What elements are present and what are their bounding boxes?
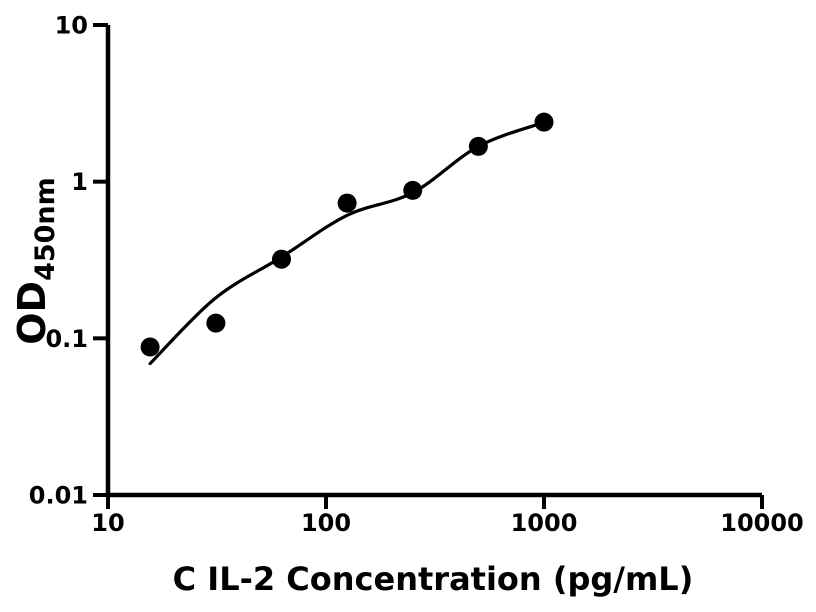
y-axis-title: OD450nm — [10, 177, 61, 345]
x-tick-label: 10 — [91, 509, 124, 537]
data-point — [468, 136, 488, 156]
data-point — [534, 112, 554, 132]
x-tick-label: 100 — [301, 509, 351, 537]
data-point — [140, 337, 160, 357]
y-tick-label: 10 — [55, 12, 88, 40]
y-axis-title-subscript: 450nm — [30, 177, 61, 281]
data-point — [337, 193, 357, 213]
data-point — [272, 249, 292, 269]
y-axis-title-main: OD — [10, 280, 54, 345]
y-tick-label: 1 — [71, 168, 88, 196]
y-tick-label: 0.1 — [45, 325, 88, 353]
y-tick-label: 0.01 — [29, 482, 88, 510]
data-point — [206, 313, 226, 333]
x-tick-label: 1000 — [511, 509, 578, 537]
data-point — [403, 180, 423, 200]
axis-spines — [105, 25, 762, 498]
x-tick-label: 10000 — [720, 509, 804, 537]
x-axis-title: C IL-2 Concentration (pg/mL) — [172, 560, 694, 598]
